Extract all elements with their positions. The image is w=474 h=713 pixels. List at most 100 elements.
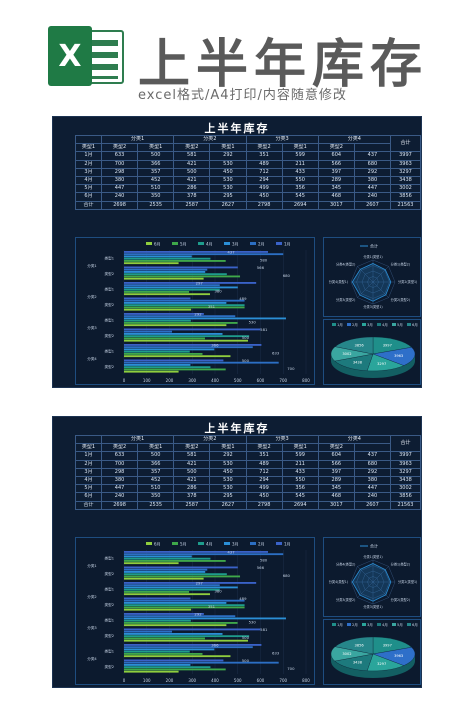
table-cell: 566 — [317, 459, 355, 469]
radar-series — [351, 263, 392, 302]
category-label: 类型2 — [105, 302, 114, 307]
category-label: 类型2 — [105, 633, 114, 638]
table-cell: 450 — [245, 192, 283, 202]
bar — [124, 337, 205, 340]
bar — [124, 346, 253, 349]
bar — [124, 260, 226, 262]
pie-legend-label: 6月 — [412, 322, 418, 327]
bar — [124, 571, 206, 573]
radar-axis-label: 分类4(类型2) — [336, 262, 355, 267]
bar-value-label: 530 — [249, 619, 257, 624]
pie-legend-label: 3月 — [367, 322, 373, 327]
x-tick-label: 0 — [123, 378, 126, 383]
table-cell: 447 — [100, 184, 139, 194]
pie-chart-svg: 1月 2月 3月 4月 5月 6月 3997 3963 3297 3438 3002 3856 — [330, 322, 418, 378]
table-cell: 2698 — [100, 500, 139, 510]
bar — [124, 313, 204, 315]
table-total-cell: 3997 — [390, 151, 421, 161]
table-cell: 380 — [353, 475, 392, 486]
x-tick-label: 700 — [279, 378, 287, 383]
category-label: 类型1 — [105, 617, 114, 622]
category-label: 类型1 — [105, 348, 114, 353]
table-cell: 545 — [281, 192, 319, 202]
bar — [124, 591, 190, 593]
bar — [124, 330, 173, 333]
table-cell: 2694 — [281, 200, 319, 210]
bar — [124, 286, 238, 289]
x-tick-label: 0 — [123, 678, 126, 683]
bar — [124, 350, 190, 353]
legend-label: 1月 — [284, 242, 291, 247]
table-sub-header: 类型1 — [137, 143, 175, 153]
bar-value-label: 500 — [242, 358, 250, 363]
pie-legend-swatch — [377, 323, 381, 326]
table-cell: 489 — [245, 459, 283, 469]
bar-value-label: 500 — [242, 635, 250, 640]
bar — [124, 364, 191, 366]
dashboard-preview-1: 上半年库存 分类1 分类2 分类3 分类4 合计 类型1 类型2 类型1 类型2 类型1… — [52, 116, 422, 388]
table-cell: 350 — [137, 192, 175, 202]
pie-legend-label: 4月 — [382, 322, 388, 327]
bar — [124, 661, 279, 664]
legend-label: 6月 — [154, 242, 161, 247]
bar-value-label: 633 — [272, 650, 280, 655]
table-cell: 380 — [353, 175, 392, 186]
bar — [124, 257, 211, 260]
pie-legend-label: 5月 — [397, 622, 403, 627]
bar-value-label: 351 — [208, 604, 216, 609]
table-total-cell: 21563 — [390, 200, 421, 210]
table-row-label: 2月 — [75, 459, 102, 469]
dashboard-title: 上半年库存 — [204, 122, 270, 135]
bar — [124, 633, 223, 635]
bar — [124, 562, 179, 565]
bar-value-label: 530 — [249, 319, 257, 324]
dashboard-title: 上半年库存 — [204, 422, 270, 435]
table-cell: 468 — [317, 192, 355, 202]
legend-swatch — [146, 242, 152, 245]
bar-value-label: 700 — [287, 366, 295, 371]
x-tick-label: 200 — [166, 378, 174, 383]
table-row: 6月 240 350 378 295 450 545 468 240 3856 — [75, 492, 421, 502]
x-tick-label: 800 — [302, 378, 310, 383]
table-cell: 295 — [209, 192, 247, 202]
legend-swatch — [250, 242, 256, 245]
table-cell: 351 — [245, 151, 283, 161]
table-group-header: 分类3 — [245, 134, 319, 145]
table-cell: 356 — [281, 484, 319, 494]
bar — [124, 635, 250, 638]
pie-slice-label: 3438 — [353, 661, 363, 665]
table-cell: 500 — [173, 167, 211, 177]
radar-axis-label: 分类4(类型1) — [329, 579, 348, 584]
table-group-header: 分类2 — [173, 134, 247, 145]
table-group-header: 分类1 — [100, 134, 175, 145]
bar — [124, 275, 241, 278]
bar-value-label: 380 — [214, 288, 222, 293]
pie-slice-label: 3997 — [383, 343, 392, 347]
pie-slice-label: 3856 — [355, 643, 365, 647]
bar-value-label: 292 — [194, 612, 202, 617]
table-total-cell: 3997 — [390, 451, 421, 461]
table-cell: 700 — [100, 159, 139, 169]
table-cell: 530 — [209, 159, 247, 169]
pie-legend-swatch — [377, 623, 381, 626]
x-tick-label: 500 — [234, 678, 242, 683]
table-cell: 2627 — [209, 500, 247, 510]
table-cell: 298 — [100, 467, 139, 477]
bar-value-label: 366 — [211, 643, 219, 648]
bar — [124, 366, 211, 369]
table-row-label: 1月 — [75, 451, 102, 461]
table-cell: 366 — [137, 159, 175, 169]
x-tick-label: 600 — [257, 678, 265, 683]
pie-legend-label: 5月 — [397, 322, 403, 327]
table-row: 3月 298 357 500 450 712 433 397 292 3297 — [75, 167, 421, 177]
pie-legend-label: 3月 — [367, 622, 373, 627]
table-sub-header: 类型2 — [245, 443, 283, 453]
bar — [124, 297, 191, 300]
table-sub-header: 类型2 — [245, 143, 283, 153]
table-group-header: 分类1 — [100, 434, 175, 445]
table-cell: 2798 — [245, 500, 283, 510]
table-cell: 452 — [137, 475, 175, 486]
pie-slice — [372, 636, 412, 655]
table-cell: 489 — [245, 159, 283, 169]
table-cell: 530 — [209, 459, 247, 469]
